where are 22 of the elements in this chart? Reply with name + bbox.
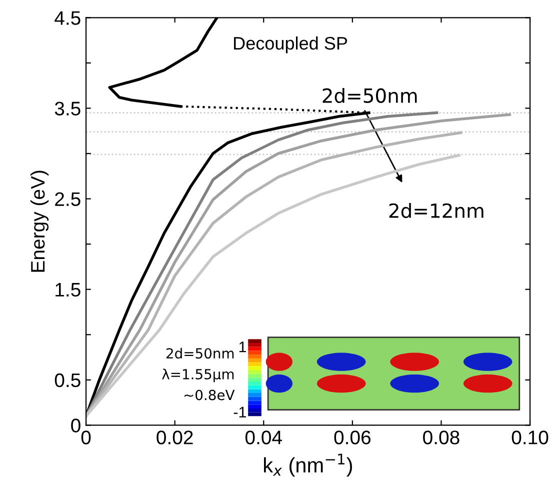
annotation: 1: [239, 342, 246, 352]
y-tick-label: 0: [71, 418, 80, 432]
y-tick-label: 2.5: [55, 192, 80, 206]
annotation: 2d=12nm: [389, 202, 484, 218]
x-tick-label: 0.02: [156, 430, 193, 444]
annotation: Decoupled SP: [234, 36, 348, 54]
annotation: 2d=50nm: [166, 348, 234, 359]
x-tick-label: 0.10: [512, 430, 548, 444]
x-tick-label: 0.08: [423, 430, 460, 444]
x-tick-label: 0.06: [334, 430, 370, 444]
y-tick-label: 0.5: [54, 373, 80, 388]
x-tick-label: 0.04: [245, 430, 282, 444]
annotation: -1: [234, 406, 246, 418]
x-axis-title: k$_{x}$ (nm$^{−1}$): [264, 454, 352, 477]
x-tick-label: 0: [81, 430, 91, 444]
y-tick-label: 4.5: [54, 11, 80, 25]
annotation: ~0.8eV: [184, 390, 235, 400]
y-axis-title: Energy (eV): [30, 170, 49, 272]
annotation: λ=1.55μm: [162, 368, 234, 382]
y-tick-label: 1.5: [56, 283, 80, 297]
y-tick-label: 3.5: [54, 102, 80, 116]
annotation: 2d=50nm: [322, 88, 417, 104]
